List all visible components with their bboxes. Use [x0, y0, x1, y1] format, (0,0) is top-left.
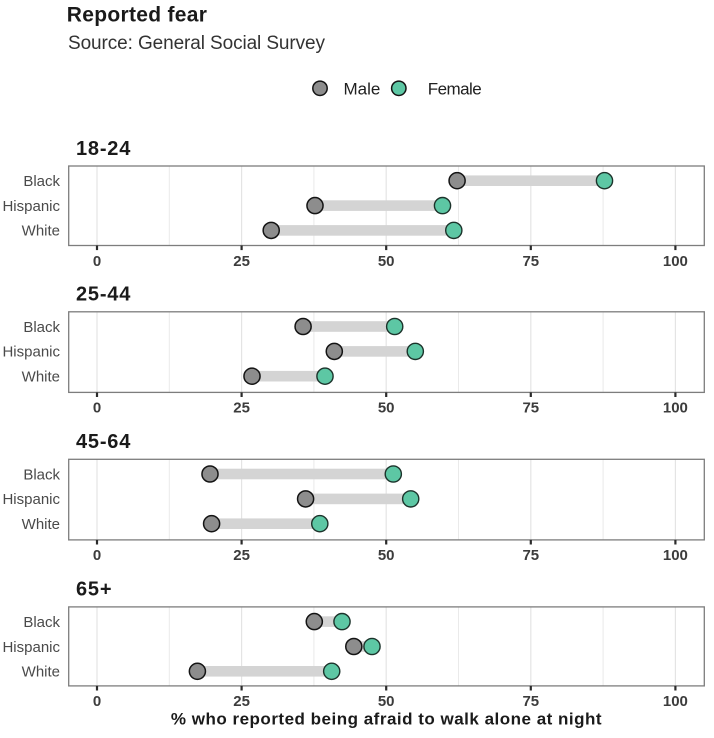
- svg-text:White: White: [22, 664, 60, 681]
- svg-text:0: 0: [93, 400, 101, 417]
- svg-text:White: White: [22, 223, 60, 240]
- svg-text:25: 25: [233, 253, 250, 270]
- svg-text:Black: Black: [23, 319, 60, 336]
- svg-text:75: 75: [522, 547, 539, 564]
- svg-text:Black: Black: [23, 614, 60, 631]
- svg-text:100: 100: [663, 693, 688, 710]
- svg-text:75: 75: [522, 253, 539, 270]
- svg-text:Black: Black: [23, 466, 60, 483]
- svg-text:50: 50: [378, 547, 395, 564]
- svg-text:25: 25: [233, 693, 250, 710]
- svg-text:25-44: 25-44: [76, 284, 131, 306]
- svg-text:50: 50: [378, 253, 395, 270]
- svg-text:45-64: 45-64: [76, 431, 131, 453]
- svg-text:White: White: [22, 516, 60, 533]
- svg-text:Female: Female: [428, 79, 481, 98]
- svg-text:100: 100: [663, 253, 688, 270]
- svg-text:Hispanic: Hispanic: [2, 639, 60, 656]
- svg-text:Black: Black: [23, 173, 60, 190]
- svg-text:75: 75: [522, 400, 539, 417]
- svg-text:% who reported being afraid to: % who reported being afraid to walk alon…: [171, 710, 602, 729]
- svg-text:75: 75: [522, 693, 539, 710]
- svg-text:Male: Male: [344, 79, 381, 98]
- svg-text:25: 25: [233, 400, 250, 417]
- svg-text:Reported fear: Reported fear: [67, 4, 207, 27]
- svg-text:50: 50: [378, 400, 395, 417]
- svg-text:White: White: [22, 369, 60, 386]
- svg-text:100: 100: [663, 547, 688, 564]
- svg-text:50: 50: [378, 693, 395, 710]
- svg-text:65+: 65+: [76, 579, 112, 601]
- svg-text:Hispanic: Hispanic: [2, 491, 60, 508]
- svg-text:0: 0: [93, 547, 101, 564]
- svg-text:Source: General Social Survey: Source: General Social Survey: [68, 33, 325, 54]
- svg-text:25: 25: [233, 547, 250, 564]
- svg-text:Hispanic: Hispanic: [2, 344, 60, 361]
- svg-text:0: 0: [93, 253, 101, 270]
- svg-text:Hispanic: Hispanic: [2, 198, 60, 215]
- svg-text:100: 100: [663, 400, 688, 417]
- svg-text:18-24: 18-24: [76, 138, 131, 160]
- svg-text:0: 0: [93, 693, 101, 710]
